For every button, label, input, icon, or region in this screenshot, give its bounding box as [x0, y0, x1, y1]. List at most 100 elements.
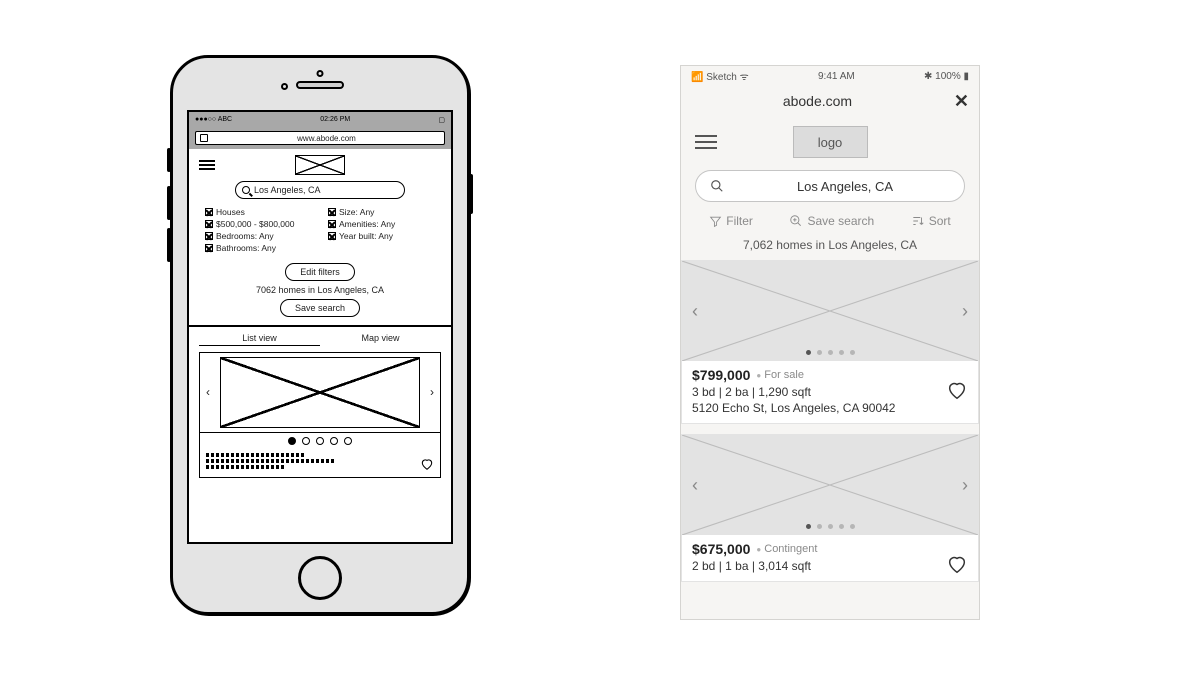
hifi-status-bar: 📶 Sketch ᯤ 9:41 AM ✱ 100% ▮ — [681, 66, 979, 86]
sort-label: Sort — [929, 214, 951, 228]
remove-filter-icon[interactable] — [205, 232, 213, 240]
logo-placeholder[interactable] — [295, 155, 345, 175]
logo-placeholder[interactable]: logo — [793, 126, 868, 158]
carousel-dot[interactable] — [817, 350, 822, 355]
remove-filter-icon[interactable] — [328, 220, 336, 228]
carousel-dot[interactable] — [817, 524, 822, 529]
carousel-dot[interactable] — [330, 437, 338, 445]
carousel-dot[interactable] — [839, 350, 844, 355]
carousel-dots[interactable] — [682, 524, 978, 529]
save-search-button[interactable]: Save search — [789, 214, 874, 228]
carrier-label: 📶 Sketch ᯤ — [691, 69, 749, 83]
hamburger-menu-icon[interactable] — [199, 158, 215, 172]
sort-icon — [911, 214, 925, 228]
close-icon[interactable]: ✕ — [954, 91, 969, 112]
filter-chip[interactable]: Amenities: Any — [328, 219, 435, 229]
filter-label: Amenities: Any — [339, 219, 395, 229]
carrier-label: ●●●○○ ABC — [195, 116, 232, 123]
remove-filter-icon[interactable] — [328, 232, 336, 240]
text-placeholder — [206, 465, 286, 469]
remove-filter-icon[interactable] — [328, 208, 336, 216]
filter-chip[interactable]: Bathrooms: Any — [205, 243, 312, 253]
clock-label: 02:26 PM — [320, 116, 350, 123]
volume-up — [167, 186, 171, 220]
listing-image-carousel[interactable]: ‹ › — [682, 435, 978, 535]
filter-chip[interactable]: Bedrooms: Any — [205, 231, 312, 241]
home-button[interactable] — [298, 556, 342, 600]
carousel-dot[interactable] — [839, 524, 844, 529]
results-count: 7062 homes in Los Angeles, CA — [199, 285, 441, 295]
results-count: 7,062 homes in Los Angeles, CA — [681, 238, 979, 252]
filter-label: Houses — [216, 207, 245, 217]
sort-button[interactable]: Sort — [911, 214, 951, 228]
favorite-heart-icon[interactable] — [420, 457, 434, 471]
carousel-dots[interactable] — [682, 350, 978, 355]
action-bar: Filter Save search Sort — [681, 214, 979, 238]
chevron-left-icon[interactable]: ‹ — [206, 385, 210, 399]
listing-info: $675,000 Contingent 2 bd | 1 ba | 3,014 … — [682, 535, 978, 581]
url-text: www.abode.com — [297, 134, 356, 143]
listing-card[interactable]: ‹ › $675,000 Contingent 2 bd | 1 ba | 3,… — [681, 434, 979, 582]
listing-card[interactable]: ‹ › $799,000 For sale 3 bd | 2 ba | 1,29… — [681, 260, 979, 424]
front-camera — [281, 83, 288, 90]
save-search-icon — [789, 214, 803, 228]
carousel-dot[interactable] — [828, 350, 833, 355]
filter-label: $500,000 - $800,000 — [216, 219, 294, 229]
save-search-label: Save search — [807, 214, 874, 228]
divider — [189, 325, 451, 327]
battery-icon: ▢ — [438, 116, 445, 124]
hifi-header: logo — [681, 116, 979, 168]
carousel-dot[interactable] — [288, 437, 296, 445]
filter-chip[interactable]: Year built: Any — [328, 231, 435, 241]
carousel-dot[interactable] — [316, 437, 324, 445]
mute-switch — [167, 148, 171, 172]
chevron-right-icon[interactable]: › — [430, 385, 434, 399]
carousel-dot[interactable] — [850, 524, 855, 529]
remove-filter-icon[interactable] — [205, 208, 213, 216]
chevron-right-icon[interactable]: › — [962, 475, 968, 496]
url-text: abode.com — [691, 93, 944, 109]
listing-card[interactable]: ‹ › — [199, 352, 441, 478]
search-value: Los Angeles, CA — [254, 185, 321, 195]
filter-icon — [709, 215, 722, 228]
chevron-left-icon[interactable]: ‹ — [692, 301, 698, 322]
favorite-heart-icon[interactable] — [946, 379, 968, 401]
favorite-heart-icon[interactable] — [946, 553, 968, 575]
carousel-dot[interactable] — [850, 350, 855, 355]
filter-chip[interactable]: $500,000 - $800,000 — [205, 219, 312, 229]
save-search-button[interactable]: Save search — [280, 299, 360, 317]
carousel-dot[interactable] — [828, 524, 833, 529]
remove-filter-icon[interactable] — [205, 220, 213, 228]
chevron-right-icon[interactable]: › — [962, 301, 968, 322]
speaker-grill — [296, 81, 344, 89]
filter-label: Bedrooms: Any — [216, 231, 274, 241]
listing-specs: 2 bd | 1 ba | 3,014 sqft — [692, 559, 968, 573]
listing-image-carousel[interactable]: ‹ › — [200, 353, 440, 433]
tab-list-view[interactable]: List view — [199, 333, 320, 346]
filter-button[interactable]: Filter — [709, 214, 753, 228]
tab-map-view[interactable]: Map view — [320, 333, 441, 346]
image-placeholder — [220, 357, 420, 428]
sketch-url-bar[interactable]: www.abode.com — [189, 127, 451, 149]
carousel-dot[interactable] — [302, 437, 310, 445]
search-input[interactable]: Los Angeles, CA — [695, 170, 965, 202]
search-input[interactable]: Los Angeles, CA — [235, 181, 405, 199]
hifi-url-bar[interactable]: abode.com ✕ — [681, 86, 979, 116]
chevron-left-icon[interactable]: ‹ — [692, 475, 698, 496]
remove-filter-icon[interactable] — [205, 244, 213, 252]
carousel-dots[interactable] — [200, 433, 440, 449]
carousel-dot[interactable] — [344, 437, 352, 445]
listing-status: For sale — [756, 369, 804, 381]
power-button — [469, 174, 473, 214]
filter-chip[interactable]: Houses — [205, 207, 312, 217]
carousel-dot[interactable] — [806, 350, 811, 355]
carousel-dot[interactable] — [806, 524, 811, 529]
edit-filters-button[interactable]: Edit filters — [285, 263, 355, 281]
listing-image-carousel[interactable]: ‹ › — [682, 261, 978, 361]
hamburger-menu-icon[interactable] — [695, 131, 717, 153]
filter-chip[interactable]: Size: Any — [328, 207, 435, 217]
text-placeholder — [206, 453, 306, 457]
listing-status: Contingent — [756, 543, 817, 555]
filter-label: Bathrooms: Any — [216, 243, 276, 253]
listing-specs: 3 bd | 2 ba | 1,290 sqft — [692, 385, 968, 399]
